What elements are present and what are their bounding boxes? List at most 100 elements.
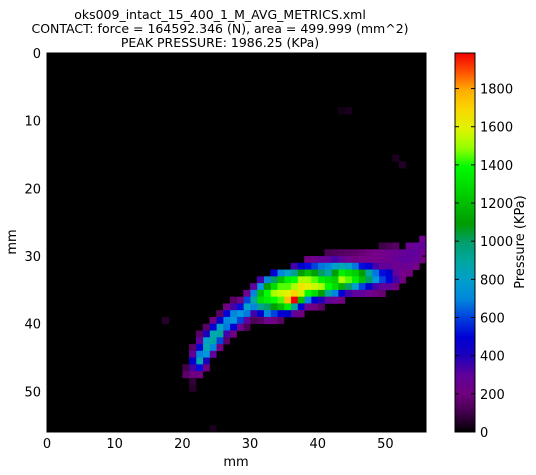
heatmap-cell xyxy=(209,316,217,325)
heatmap-cell xyxy=(297,283,305,291)
heatmap-cell xyxy=(222,310,231,318)
heatmap-cell xyxy=(202,344,210,352)
heatmap-cell xyxy=(277,296,285,304)
heatmap-cell xyxy=(209,337,217,345)
heatmap-cell xyxy=(256,316,264,325)
heatmap-cells xyxy=(162,107,433,432)
colorbar-label: Pressure (KPa) xyxy=(513,195,528,289)
heatmap-cell xyxy=(331,262,339,270)
heatmap-cell xyxy=(304,283,312,291)
heatmap-cell xyxy=(209,323,217,331)
heatmap-cell xyxy=(250,316,258,325)
heatmap-cell xyxy=(209,425,217,432)
heatmap-cell xyxy=(412,262,420,270)
x-tick-label: 50 xyxy=(377,437,394,452)
heatmap-cell xyxy=(385,262,393,270)
heatmap-cell xyxy=(331,249,339,257)
colorbar-tick-label: 400 xyxy=(480,350,505,365)
heatmap-cell xyxy=(229,303,237,311)
heatmap-cell xyxy=(216,310,224,318)
heatmap-cell xyxy=(331,296,339,304)
heatmap-cell xyxy=(324,283,332,291)
x-tick-label: 0 xyxy=(43,437,51,452)
heatmap-cell xyxy=(283,310,292,318)
heatmap-cell xyxy=(304,269,312,277)
heatmap-cell xyxy=(277,303,285,311)
heatmap-cell xyxy=(398,269,407,277)
heatmap-cell xyxy=(385,249,393,257)
heatmap-cell xyxy=(256,296,264,304)
heatmap-cell xyxy=(358,249,366,257)
heatmap-cell xyxy=(229,330,237,338)
heatmap-cell xyxy=(283,269,292,277)
heatmap-cell xyxy=(195,330,204,338)
x-tick-label: 40 xyxy=(309,437,326,452)
heatmap-cell xyxy=(344,262,352,270)
heatmap-cell xyxy=(209,330,217,338)
heatmap-cell xyxy=(351,249,359,257)
heatmap-cell xyxy=(283,276,292,284)
chart-title-line-2: CONTACT: force = 164592.346 (N), area = … xyxy=(31,21,409,36)
heatmap-cell xyxy=(317,256,325,264)
y-tick-label: 50 xyxy=(24,385,41,400)
x-axis: 0 10 20 30 40 50 xyxy=(43,53,394,452)
heatmap-cell xyxy=(270,276,278,284)
heatmap-cell xyxy=(310,276,319,284)
heatmap-cell xyxy=(392,242,400,250)
chart-title-line-1: oks009_intact_15_400_1_M_AVG_METRICS.xml xyxy=(74,7,366,22)
heatmap-cell xyxy=(358,283,366,291)
heatmap-cell xyxy=(338,289,346,298)
heatmap-cell xyxy=(202,350,210,358)
heatmap-cell xyxy=(304,262,312,270)
heatmap-cell xyxy=(297,289,305,298)
y-axis: 0 10 20 30 40 50 xyxy=(24,47,426,400)
heatmap-cell xyxy=(216,330,224,338)
heatmap-cell xyxy=(338,249,346,257)
heatmap-cell xyxy=(310,289,319,298)
heatmap-cell xyxy=(290,262,298,270)
heatmap-cell xyxy=(250,310,258,318)
heatmap-cell xyxy=(317,276,325,284)
plot-background xyxy=(47,53,426,432)
heatmap-cell xyxy=(392,256,400,264)
heatmap-cell xyxy=(317,262,325,270)
y-tick-label: 40 xyxy=(24,318,41,333)
heatmap-cell xyxy=(222,303,231,311)
heatmap-cell xyxy=(405,269,413,277)
heatmap-cell xyxy=(365,283,373,291)
heatmap-cell xyxy=(229,316,237,325)
heatmap-cell xyxy=(189,371,197,379)
heatmap-cell xyxy=(250,303,258,311)
heatmap-cell xyxy=(283,296,292,304)
heatmap-cell xyxy=(243,316,251,325)
heatmap-cell xyxy=(263,283,271,291)
heatmap-cell xyxy=(263,276,271,284)
heatmap-cell xyxy=(304,256,312,264)
colorbar-tick-label: 1400 xyxy=(480,159,513,174)
heatmap-cell xyxy=(256,303,264,311)
heatmap-cell xyxy=(304,296,312,304)
x-axis-label: mm xyxy=(223,455,248,470)
heatmap-cell xyxy=(385,269,393,277)
heatmap-cell xyxy=(243,303,251,311)
heatmap-cell xyxy=(195,350,204,358)
heatmap-cell xyxy=(189,350,197,358)
heatmap-cell xyxy=(419,235,426,243)
heatmap-cell xyxy=(270,296,278,304)
heatmap-cell xyxy=(310,283,319,291)
chart-title-line-3: PEAK PRESSURE: 1986.25 (KPa) xyxy=(120,35,320,50)
heatmap-cell xyxy=(277,276,285,284)
heatmap-cell xyxy=(324,289,332,298)
heatmap-cell xyxy=(317,289,325,298)
heatmap-cell xyxy=(304,289,312,298)
heatmap-cell xyxy=(243,310,251,318)
heatmap-cell xyxy=(222,330,231,338)
heatmap-cell xyxy=(405,256,413,264)
heatmap-cell xyxy=(297,276,305,284)
heatmap-cell xyxy=(317,296,325,304)
heatmap-cell xyxy=(338,296,346,304)
colorbar-tick-label: 200 xyxy=(480,388,505,403)
heatmap-cell xyxy=(344,107,352,115)
heatmap-cell xyxy=(358,256,366,264)
heatmap-cell xyxy=(426,229,433,236)
